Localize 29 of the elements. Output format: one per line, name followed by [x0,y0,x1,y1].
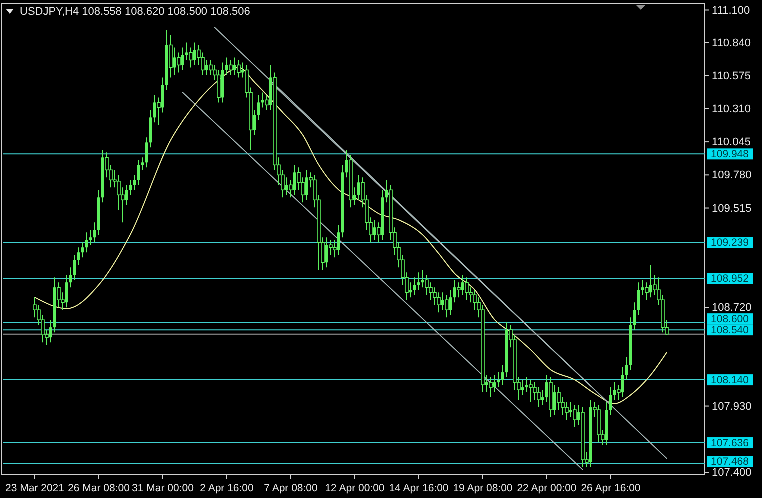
x-tick-label: 22 Apr 00:00 [517,482,577,494]
ref-line-label: 109.948 [711,148,750,161]
ref-line-label: 108.952 [711,273,750,286]
ref-line-label: 108.600 [711,314,750,326]
y-tick-label: 107.930 [712,400,752,413]
x-tick-label: 2 Apr 16:00 [200,482,254,494]
ref-line-label: 108.140 [711,374,750,387]
ref-line-label: 107.636 [711,438,750,450]
ref-line-label: 108.540 [711,324,750,337]
x-tick-label: 7 Apr 08:00 [264,482,318,494]
y-tick-label: 108.720 [712,302,752,314]
y-tick-label: 110.045 [712,136,751,149]
x-tick-label: 31 Mar 00:00 [132,482,194,494]
x-tick-label: 14 Apr 16:00 [389,482,449,494]
y-tick-label: 109.780 [712,170,752,182]
chart-title: USDJPY,H4 108.558 108.620 108.500 108.506 [20,6,250,18]
x-tick-label: 26 Mar 08:00 [68,482,130,494]
y-tick-label: 110.310 [712,103,751,116]
y-tick-label: 107.400 [712,467,752,480]
y-tick-label: 109.515 [712,202,752,215]
x-tick-label: 12 Apr 00:00 [325,482,385,494]
x-tick-label: 26 Apr 16:00 [581,482,641,494]
y-tick-label: 110.575 [712,70,751,82]
ref-line-label: 107.468 [711,456,750,468]
y-tick-label: 110.840 [712,37,751,50]
y-tick-label: 111.100 [712,4,750,17]
x-tick-label: 19 Apr 08:00 [453,482,513,494]
ref-line-label: 109.239 [711,237,750,250]
x-tick-label: 23 Mar 2021 [6,482,65,494]
